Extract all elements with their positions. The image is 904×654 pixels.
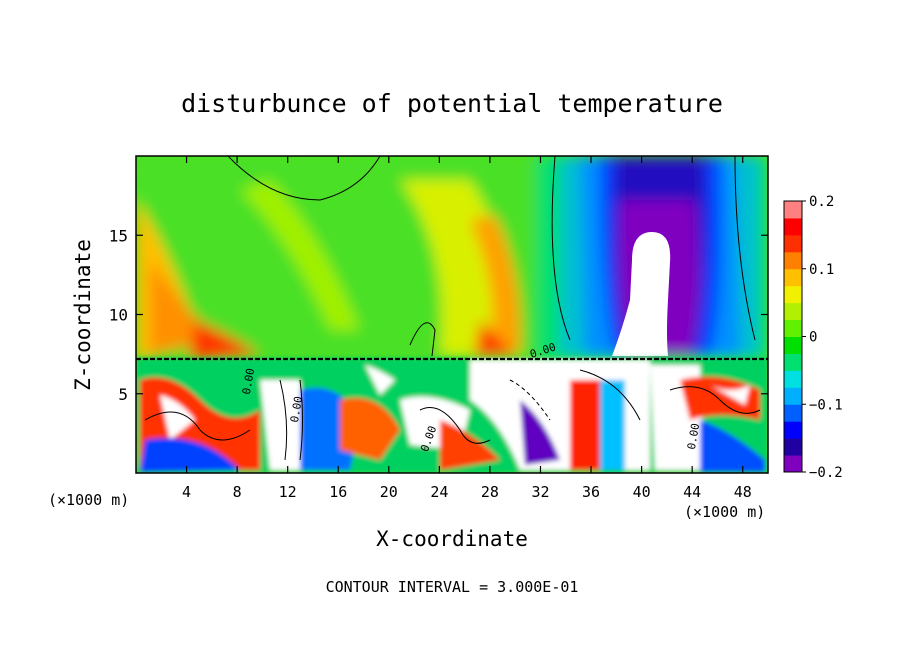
x-tick-label: 12: [279, 483, 297, 501]
y-tick-label: 15: [109, 226, 128, 245]
colorbar-tick-label: 0.1: [809, 262, 834, 278]
colorbar-swatch: [784, 234, 802, 253]
x-tick-label: 32: [531, 483, 549, 501]
colorbar-swatch: [784, 404, 802, 422]
colorbar-swatch: [784, 370, 802, 388]
colorbar-swatch: [784, 438, 802, 456]
y-axis-title: Z-coordinate: [71, 239, 95, 391]
colorbar-swatch: [784, 268, 802, 287]
colorbar-swatch: [784, 421, 802, 439]
colorbar-swatch: [784, 201, 802, 219]
contour-interval-note: CONTOUR INTERVAL = 3.000E-01: [326, 578, 579, 596]
colorbar-swatch: [784, 251, 802, 270]
colorbar-tick-label: −0.2: [809, 465, 843, 481]
colorbar-tick-label: 0: [809, 330, 817, 346]
x-tick-label: 48: [734, 483, 752, 501]
upper-field: [136, 156, 768, 361]
colorbar-swatch: [784, 353, 802, 371]
colorbar-swatch: [784, 336, 802, 354]
contour-label: 0.00: [685, 422, 702, 450]
x-axis: 4 8 12 16 20 24 28 32 36 40 44 48: [182, 156, 752, 501]
plot-area: [136, 156, 768, 473]
x-tick-label: 28: [481, 483, 499, 501]
colorbar-tick-label: −0.1: [809, 397, 843, 413]
contour-lines: [136, 156, 768, 461]
colorbar-swatch: [784, 319, 802, 337]
contour-label-group: 0.000.000.000.00 0.00: [240, 340, 702, 453]
chart-title: disturbunce of potential temperature: [181, 89, 723, 118]
y-tick-label: 10: [109, 306, 128, 325]
colorbar: 0.2 0.1 0 −0.1 −0.2: [783, 194, 843, 481]
colorbar-swatch: [784, 217, 802, 236]
x-axis-title: X-coordinate: [376, 527, 528, 551]
white-plume: [612, 232, 671, 356]
colorbar-swatch: [784, 455, 802, 473]
x-tick-label: 16: [329, 483, 347, 501]
colorbar-swatch: [784, 285, 802, 304]
x-tick-label: 20: [380, 483, 398, 501]
colorbar-tick-label: 0.2: [809, 194, 834, 210]
x-tick-label: 24: [430, 483, 448, 501]
x-unit-label-right: (×1000 m): [684, 503, 765, 521]
contour-label: 0.00: [288, 395, 305, 423]
colorbar-swatch: [784, 302, 802, 321]
x-unit-label-left: (×1000 m): [48, 491, 129, 509]
contour-label: 0.00: [240, 367, 257, 395]
x-tick-label: 44: [683, 483, 701, 501]
y-axis: 5 10 15: [109, 226, 768, 404]
x-tick-label: 40: [633, 483, 651, 501]
x-tick-label: 4: [182, 483, 191, 501]
x-tick-label: 8: [233, 483, 242, 501]
x-tick-label: 36: [582, 483, 600, 501]
colorbar-swatch: [784, 387, 802, 405]
lower-field: [136, 358, 768, 473]
y-tick-label: 5: [118, 385, 128, 404]
